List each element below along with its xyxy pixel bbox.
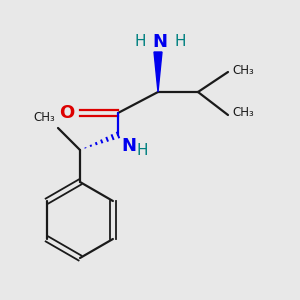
Text: O: O [59, 104, 74, 122]
Text: CH₃: CH₃ [232, 106, 254, 119]
Text: H: H [174, 34, 186, 50]
Text: CH₃: CH₃ [232, 64, 254, 76]
Text: N: N [152, 33, 167, 51]
Text: CH₃: CH₃ [33, 111, 55, 124]
Text: H: H [136, 143, 148, 158]
Polygon shape [154, 52, 162, 92]
Text: H: H [134, 34, 146, 50]
Text: N: N [121, 137, 136, 155]
